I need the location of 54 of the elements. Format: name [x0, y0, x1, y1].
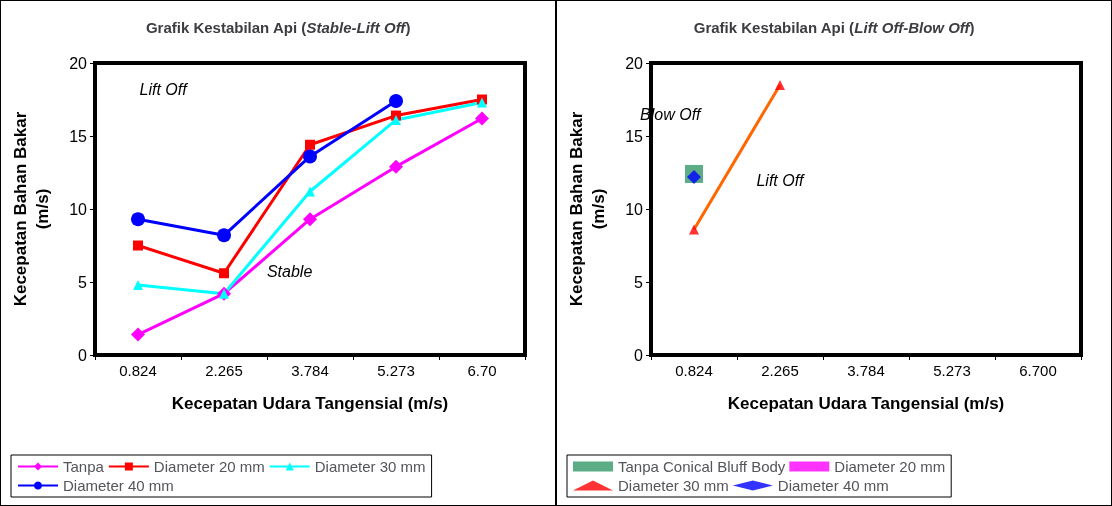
annotation: Lift Off	[756, 171, 806, 189]
x-tick-label: 3.784	[847, 362, 885, 379]
y-tick-label: 20	[69, 54, 88, 72]
chart-title: Grafik Kestabilan Api (Stable-Lift Off)	[145, 19, 411, 36]
x-axis-title: Kecepatan Udara Tangensial (m/s)	[171, 394, 449, 413]
x-tick-label: 5.273	[377, 362, 415, 379]
point	[303, 149, 317, 164]
annotation: Stable	[266, 262, 313, 280]
point	[475, 111, 489, 126]
y-axis-title: Kecepatan Bahan Bakar (m/s)	[566, 111, 608, 307]
y-tick-label: 15	[625, 127, 644, 145]
x-tick-label: 5.273	[933, 362, 971, 379]
y-tick-label: 5	[78, 273, 88, 291]
chart-title: Grafik Kestabilan Api (Lift Off-Blow Off)	[693, 19, 975, 36]
y-tick-label: 20	[625, 54, 644, 72]
x-tick-label: 2.265	[205, 362, 243, 379]
point	[133, 279, 143, 290]
legend-label: Tanpa Conical Bluff Body	[618, 458, 786, 475]
legend-label: Tanpa	[63, 458, 105, 475]
point	[389, 93, 403, 108]
point	[131, 212, 145, 227]
legend-label: Diameter 30 mm	[618, 477, 729, 494]
x-tick-label: 6.70	[467, 362, 497, 379]
point	[303, 212, 317, 227]
point	[133, 240, 143, 251]
x-axis-title: Kecepatan Udara Tangensial (m/s)	[727, 394, 1005, 413]
point	[219, 268, 229, 279]
point	[687, 169, 701, 184]
y-tick-label: 5	[634, 273, 644, 291]
annotation: Lift Off	[139, 81, 189, 99]
legend-label: Diameter 40 mm	[777, 477, 889, 494]
point	[391, 114, 401, 125]
y-tick-label: 10	[69, 200, 88, 218]
point	[305, 139, 315, 150]
legend-label: Diameter 30 mm	[314, 458, 426, 475]
y-tick-label: 0	[78, 346, 88, 364]
point	[131, 327, 145, 342]
legend-label: Diameter 40 mm	[63, 477, 174, 494]
y-tick-label: 10	[625, 200, 644, 218]
legend-label: Diameter 20 mm	[153, 458, 265, 475]
point	[305, 186, 315, 197]
point	[775, 79, 785, 90]
legend-label: Diameter 20 mm	[834, 458, 946, 475]
point	[217, 228, 231, 243]
y-axis-title: Kecepatan Bahan Bakar (m/s)	[10, 111, 52, 307]
x-tick-label: 0.824	[119, 362, 157, 379]
point	[689, 224, 699, 235]
y-tick-label: 0	[634, 346, 644, 364]
point	[389, 159, 403, 174]
x-tick-label: 6.700	[1019, 362, 1057, 379]
x-tick-label: 2.265	[761, 362, 799, 379]
y-tick-label: 15	[69, 127, 88, 145]
x-tick-label: 0.824	[675, 362, 713, 379]
x-tick-label: 3.784	[291, 362, 329, 379]
